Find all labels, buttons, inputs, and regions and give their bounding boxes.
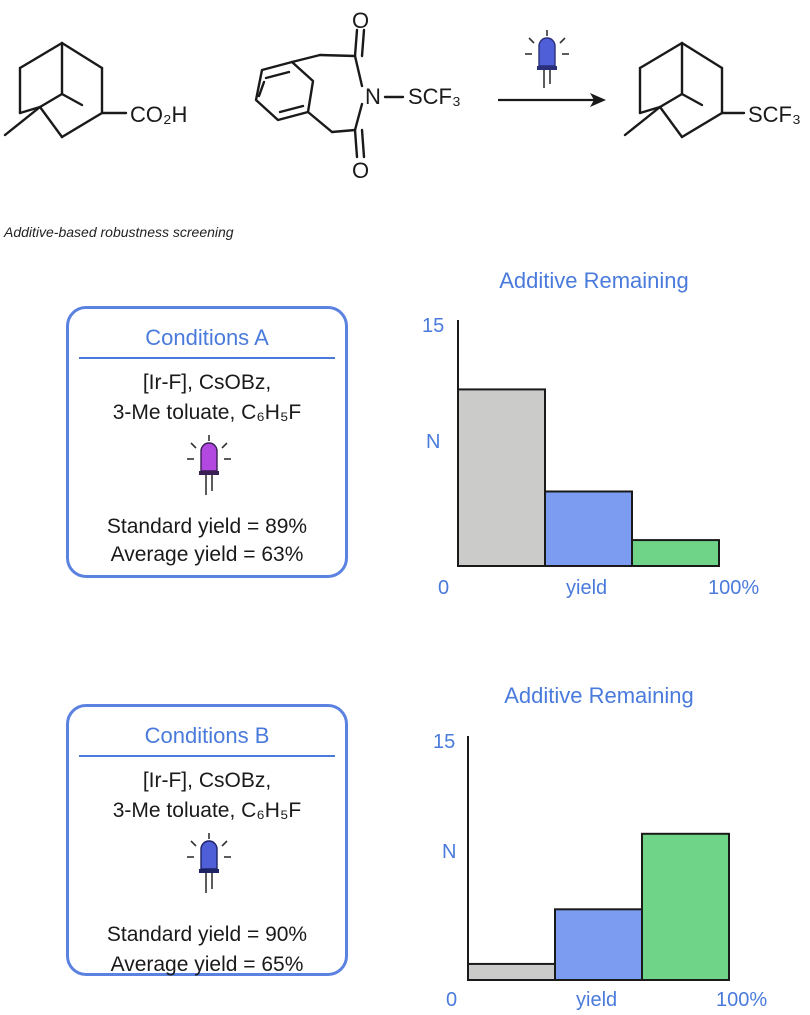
chart-a-xtick-right: 100% bbox=[708, 577, 759, 599]
conditions-a-average-yield: Average yield = 63% bbox=[110, 543, 304, 566]
adamantane-carboxylic-acid bbox=[3, 41, 128, 139]
conditions-a-divider bbox=[79, 357, 335, 359]
led-icon bbox=[187, 435, 231, 495]
adamantane-scf3-product bbox=[623, 41, 746, 139]
conditions-b-solvent: 3-Me toluate, C₆H₅F bbox=[112, 799, 302, 822]
conditions-a-standard-yield: Standard yield = 89% bbox=[106, 515, 308, 538]
conditions-b-average-yield: Average yield = 65% bbox=[110, 953, 304, 976]
chart-b-xlabel: yield bbox=[576, 989, 617, 1011]
histogram-bar-mid bbox=[544, 490, 633, 568]
histogram-bar-low bbox=[457, 388, 546, 568]
oxygen-top-label: O bbox=[352, 8, 369, 33]
histogram-bar-high bbox=[631, 539, 720, 568]
light-source-icon bbox=[525, 30, 569, 88]
chart-b-ylabel: N bbox=[442, 841, 456, 863]
conditions-b-divider bbox=[79, 755, 335, 757]
conditions-a-title: Conditions A bbox=[145, 325, 269, 350]
conditions-b-standard-yield: Standard yield = 90% bbox=[106, 923, 308, 946]
conditions-b-box: Conditions B [Ir-F], CsOBz, 3-Me toluate… bbox=[66, 704, 348, 976]
led-icon bbox=[187, 833, 231, 893]
histogram-bar-high bbox=[641, 832, 730, 981]
histogram-bar-mid bbox=[554, 908, 643, 981]
product-scf3-label: SCF₃ bbox=[748, 102, 801, 127]
chart-a-xlabel: yield bbox=[566, 577, 607, 599]
conditions-b-reagents: [Ir-F], CsOBz, bbox=[142, 769, 272, 792]
carboxylic-acid-label: CO₂H bbox=[130, 102, 187, 127]
histogram-b: Additive Remaining 15 N 0 yield 100% bbox=[433, 683, 767, 1011]
chart-a-title: Additive Remaining bbox=[499, 268, 689, 293]
chart-a-ytick-top: 15 bbox=[422, 315, 444, 337]
reaction-arrow bbox=[498, 93, 606, 107]
nitrogen-label: N bbox=[365, 84, 381, 109]
chart-b-xtick-right: 100% bbox=[716, 989, 767, 1011]
n-trifluoromethylthio-phthalimide bbox=[254, 28, 405, 159]
conditions-a-solvent: 3-Me toluate, C₆H₅F bbox=[112, 401, 302, 424]
chart-a-xtick-left: 0 bbox=[438, 577, 449, 599]
screening-caption: Additive-based robustness screening bbox=[4, 224, 234, 240]
conditions-b-title: Conditions B bbox=[144, 723, 270, 748]
chart-b-title: Additive Remaining bbox=[504, 683, 694, 708]
histogram-a: Additive Remaining 15 N 0 yield 100% bbox=[422, 268, 759, 599]
chart-a-ylabel: N bbox=[426, 431, 440, 453]
chart-b-bars bbox=[467, 832, 730, 982]
reagent-scf3-label: SCF₃ bbox=[408, 84, 461, 109]
conditions-a-reagents: [Ir-F], CsOBz, bbox=[142, 371, 272, 394]
conditions-a-box: Conditions A [Ir-F], CsOBz, 3-Me toluate… bbox=[66, 306, 348, 578]
chart-a-bars bbox=[457, 388, 720, 568]
reaction-scheme: CO₂H O N O SCF₃ bbox=[3, 8, 801, 183]
histogram-bar-low bbox=[467, 962, 556, 982]
chart-b-ytick-top: 15 bbox=[433, 731, 455, 753]
oxygen-bottom-label: O bbox=[352, 158, 369, 183]
chart-b-xtick-left: 0 bbox=[446, 989, 457, 1011]
